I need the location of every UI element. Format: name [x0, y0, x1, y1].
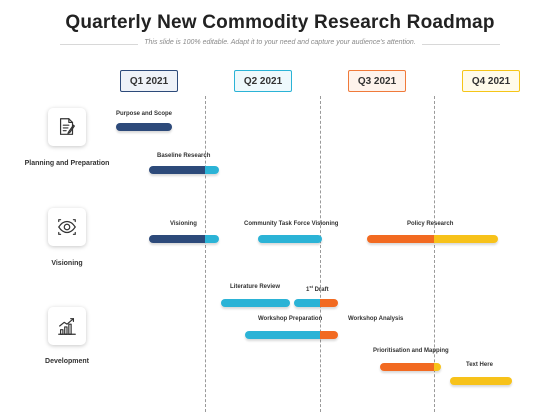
- quarter-q1: Q1 2021: [120, 70, 178, 92]
- task-bar-baseline-research: [149, 166, 219, 174]
- task-label-baseline-research: Baseline Research: [157, 153, 211, 159]
- quarter-q3: Q3 2021: [348, 70, 406, 92]
- task-bar-first-draft: [294, 299, 338, 307]
- task-label-literature-review: Literature Review: [230, 284, 281, 290]
- quarter-q2: Q2 2021: [234, 70, 292, 92]
- task-bar-prioritisation-mapping: [380, 363, 441, 371]
- task-label-prioritisation-mapping: Prioritisation and Mapping: [373, 348, 449, 354]
- task-bar-community-task-force: [258, 235, 322, 243]
- task-label-first-draft: 1st Draft: [306, 284, 329, 293]
- task-label-policy-research: Policy Research: [407, 221, 454, 227]
- quarter-divider-2: [320, 96, 321, 412]
- task-label-purpose-scope: Purpose and Scope: [116, 111, 173, 117]
- eye-icon: [58, 219, 76, 235]
- growth-chart-icon: [58, 318, 76, 335]
- task-label-text-here: Text Here: [466, 362, 493, 368]
- quarter-divider-1: [205, 96, 206, 412]
- page-title: Quarterly New Commodity Research Roadmap: [65, 12, 495, 33]
- category-label-visioning: Visioning: [51, 260, 83, 267]
- category-label-development: Development: [45, 358, 89, 365]
- task-bar-policy-research: [367, 235, 498, 243]
- task-label-workshop-analysis: Workshop Analysis: [348, 316, 404, 322]
- visioning-icon-box: [48, 208, 86, 246]
- document-pen-icon: [59, 118, 75, 135]
- planning-icon-box: [48, 108, 86, 146]
- task-label-community-task-force: Community Task Force Visioning: [244, 221, 339, 227]
- development-icon-box: [48, 307, 86, 345]
- category-label-planning: Planning and Preparation: [24, 160, 110, 167]
- task-bar-text-here: [450, 377, 512, 385]
- task-label-workshop-preparation: Workshop Preparation: [258, 316, 323, 322]
- task-bar-purpose-scope: [116, 123, 172, 131]
- task-bar-visioning: [149, 235, 219, 243]
- task-label-visioning: Visioning: [170, 221, 197, 227]
- subtitle: This slide is 100% editable. Adapt it to…: [0, 39, 560, 46]
- task-bar-literature-review: [221, 299, 290, 307]
- quarter-q4: Q4 2021: [462, 70, 520, 92]
- quarter-divider-3: [434, 96, 435, 412]
- task-bar-workshop-preparation: [245, 331, 338, 339]
